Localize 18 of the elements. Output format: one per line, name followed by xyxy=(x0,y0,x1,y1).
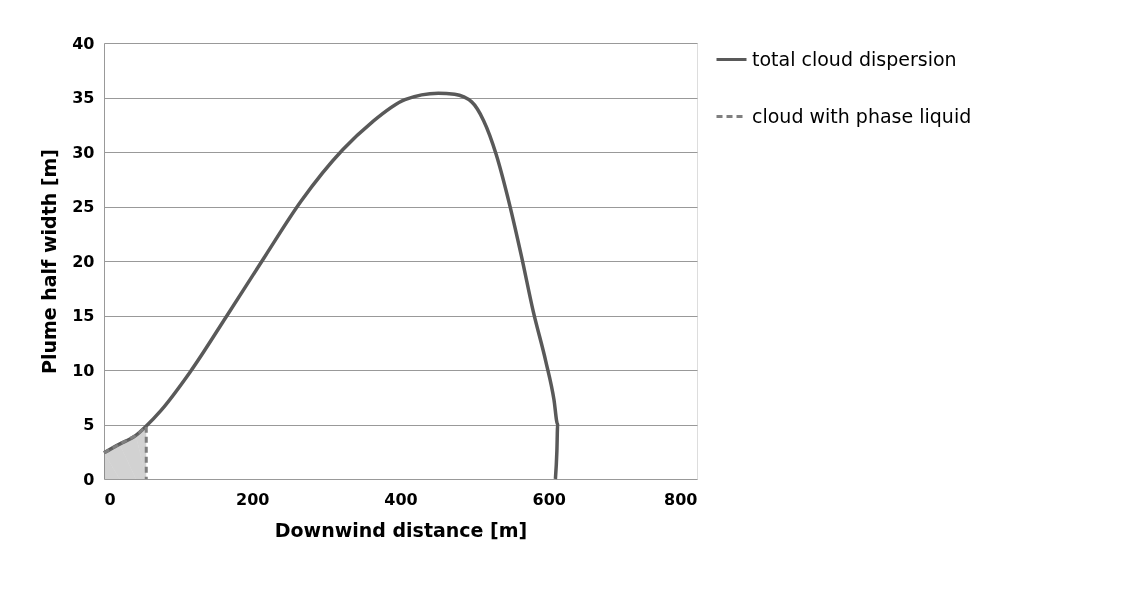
y-tick-label: 30 xyxy=(72,142,95,162)
x-tick-label: 800 xyxy=(664,489,698,509)
x-tick-label: 400 xyxy=(384,489,418,509)
x-tick-label: 0 xyxy=(104,489,116,509)
y-tick-label: 15 xyxy=(72,306,95,325)
y-tick-label: 5 xyxy=(83,415,95,434)
y-tick-label: 25 xyxy=(72,197,95,216)
y-tick-label: 35 xyxy=(72,88,95,107)
y-axis-title: Plume half width [m] xyxy=(38,148,61,375)
legend-label: cloud with phase liquid xyxy=(752,104,972,127)
y-tick-label: 0 xyxy=(83,469,95,489)
y-tick-label: 10 xyxy=(72,360,95,380)
x-axis-title: Downwind distance [m] xyxy=(274,518,528,541)
y-tick-label: 20 xyxy=(72,251,95,271)
legend-label: total cloud dispersion xyxy=(752,47,957,70)
x-tick-label: 200 xyxy=(236,489,270,509)
x-tick-label: 600 xyxy=(532,489,566,509)
y-tick-label: 40 xyxy=(72,33,95,53)
